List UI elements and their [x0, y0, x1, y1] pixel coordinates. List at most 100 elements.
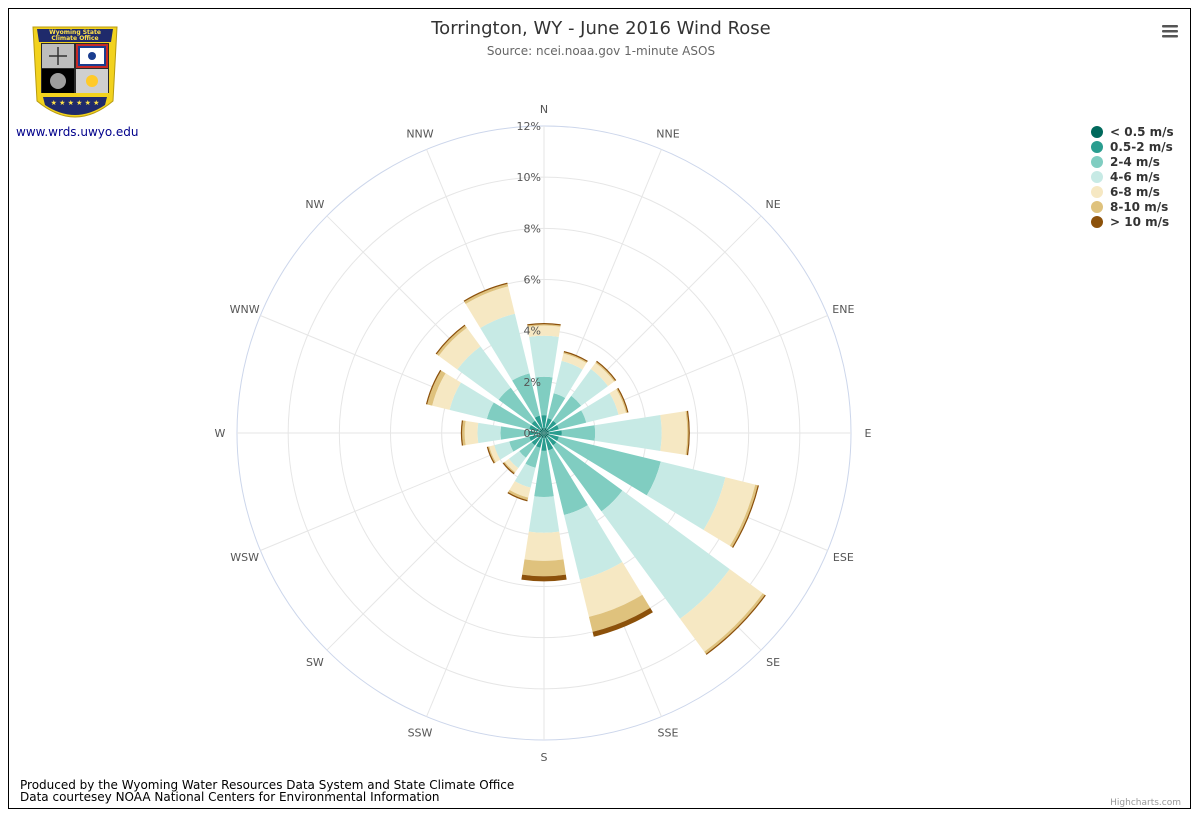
wind-bar-segment[interactable] — [536, 437, 543, 448]
wind-bar-segment[interactable] — [617, 387, 629, 413]
legend-item[interactable]: 2-4 m/s — [1091, 155, 1160, 169]
wind-bar-segment[interactable] — [531, 420, 541, 430]
wind-bar-segment[interactable] — [541, 438, 547, 451]
wind-bar-segment[interactable] — [502, 462, 515, 475]
wind-bar-segment[interactable] — [528, 430, 539, 436]
wind-bar-segment[interactable] — [595, 361, 616, 382]
wind-bar-segment[interactable] — [594, 415, 662, 451]
wind-bar-segment[interactable] — [557, 436, 661, 496]
wind-bar-segment[interactable] — [527, 322, 561, 326]
wind-bar-segment[interactable] — [507, 492, 528, 502]
wind-bar-segment[interactable] — [514, 463, 536, 488]
wind-bar-segment[interactable] — [427, 370, 446, 406]
wind-bar-segment[interactable] — [547, 393, 566, 420]
wind-bar-segment[interactable] — [616, 388, 628, 413]
wind-bar-segment[interactable] — [680, 569, 763, 652]
wind-bar-segment[interactable] — [509, 481, 531, 498]
wind-bar-segment[interactable] — [549, 430, 562, 436]
wind-bar-segment[interactable] — [563, 350, 588, 362]
wind-bar-segment[interactable] — [463, 282, 508, 302]
wind-bar-segment[interactable] — [732, 485, 759, 548]
wind-bar-segment[interactable] — [519, 442, 535, 458]
wind-bar-segment[interactable] — [498, 387, 535, 424]
wind-bar-segment[interactable] — [527, 325, 561, 337]
wind-bar-segment[interactable] — [548, 425, 559, 432]
legend-item[interactable]: 0.5-2 m/s — [1091, 140, 1173, 154]
wind-bar-segment[interactable] — [528, 496, 560, 533]
wind-bar-segment[interactable] — [561, 425, 596, 441]
wind-bar-segment[interactable] — [541, 428, 544, 433]
wind-bar-segment[interactable] — [529, 434, 540, 441]
wind-bar-segment[interactable] — [704, 593, 765, 654]
wind-bar-segment[interactable] — [545, 437, 554, 451]
wind-bar-segment[interactable] — [535, 376, 553, 416]
wind-bar-segment[interactable] — [486, 402, 531, 430]
wind-bar-segment[interactable] — [457, 346, 511, 400]
legend-item[interactable]: 6-8 m/s — [1091, 185, 1160, 199]
wind-bar-segment[interactable] — [525, 446, 541, 468]
wind-bar-segment[interactable] — [543, 433, 545, 439]
wind-bar-segment[interactable] — [564, 505, 623, 580]
wind-bar-segment[interactable] — [512, 373, 540, 418]
wind-bar-segment[interactable] — [544, 430, 549, 433]
wind-bar-segment[interactable] — [538, 432, 544, 434]
wind-bar-segment[interactable] — [581, 393, 619, 423]
legend-item[interactable]: < 0.5 m/s — [1091, 125, 1174, 139]
wind-bar-segment[interactable] — [425, 369, 442, 405]
wind-bar-segment[interactable] — [579, 562, 643, 617]
wind-bar-segment[interactable] — [531, 436, 541, 446]
wind-bar-segment[interactable] — [646, 461, 726, 530]
wind-bar-segment[interactable] — [547, 436, 557, 446]
wind-bar-segment[interactable] — [571, 369, 608, 406]
wind-bar-segment[interactable] — [460, 420, 464, 446]
wind-bar-segment[interactable] — [534, 415, 543, 429]
wind-bar-segment[interactable] — [477, 422, 502, 444]
wind-bar-segment[interactable] — [465, 286, 515, 329]
wind-bar-segment[interactable] — [529, 335, 559, 378]
wind-bar-segment[interactable] — [588, 594, 651, 632]
wind-bar-segment[interactable] — [529, 425, 540, 432]
wind-bar-segment[interactable] — [524, 531, 564, 561]
wind-bar-segment[interactable] — [436, 325, 467, 356]
wind-bar-segment[interactable] — [563, 352, 588, 364]
wind-bar-segment[interactable] — [539, 428, 544, 433]
wind-bar-segment[interactable] — [462, 420, 466, 446]
wind-bar-segment[interactable] — [553, 442, 623, 512]
wind-bar-segment[interactable] — [544, 428, 547, 433]
wind-bar-segment[interactable] — [521, 574, 567, 582]
legend-item[interactable]: 4-6 m/s — [1091, 170, 1160, 184]
wind-bar-segment[interactable] — [544, 432, 550, 434]
wind-bar-segment[interactable] — [489, 445, 501, 463]
wind-bar-segment[interactable] — [544, 428, 549, 433]
wind-bar-segment[interactable] — [527, 324, 561, 327]
wind-bar-segment[interactable] — [508, 489, 529, 501]
wind-bar-segment[interactable] — [504, 458, 519, 473]
wind-bar-segment[interactable] — [480, 313, 530, 381]
wind-bar-segment[interactable] — [686, 410, 690, 456]
wind-bar-segment[interactable] — [596, 360, 617, 381]
wind-bar-segment[interactable] — [703, 477, 756, 546]
wind-bar-segment[interactable] — [545, 418, 552, 429]
wind-bar-segment[interactable] — [488, 446, 496, 463]
wind-bar-segment[interactable] — [435, 324, 466, 355]
wind-bar-segment[interactable] — [539, 433, 544, 438]
wind-bar-segment[interactable] — [544, 433, 547, 438]
wind-bar-segment[interactable] — [486, 446, 495, 464]
wind-bar-segment[interactable] — [503, 461, 516, 474]
wind-bar-segment[interactable] — [509, 436, 531, 452]
wind-bar-segment[interactable] — [553, 360, 583, 399]
wind-bar-segment[interactable] — [685, 410, 689, 456]
wind-bar-segment[interactable] — [660, 411, 688, 455]
legend-item[interactable]: 8-10 m/s — [1091, 200, 1168, 214]
wind-bar-segment[interactable] — [522, 559, 566, 577]
wind-bar-segment[interactable] — [543, 427, 545, 433]
wind-bar-segment[interactable] — [541, 433, 544, 438]
wind-bar-segment[interactable] — [541, 415, 547, 428]
wind-bar-segment[interactable] — [548, 448, 588, 516]
wind-bar-segment[interactable] — [561, 353, 587, 370]
wind-bar-segment[interactable] — [547, 420, 557, 430]
wind-bar-segment[interactable] — [553, 395, 582, 424]
wind-bar-segment[interactable] — [557, 410, 587, 430]
wind-bar-segment[interactable] — [500, 426, 529, 440]
wind-bar-segment[interactable] — [432, 373, 461, 410]
